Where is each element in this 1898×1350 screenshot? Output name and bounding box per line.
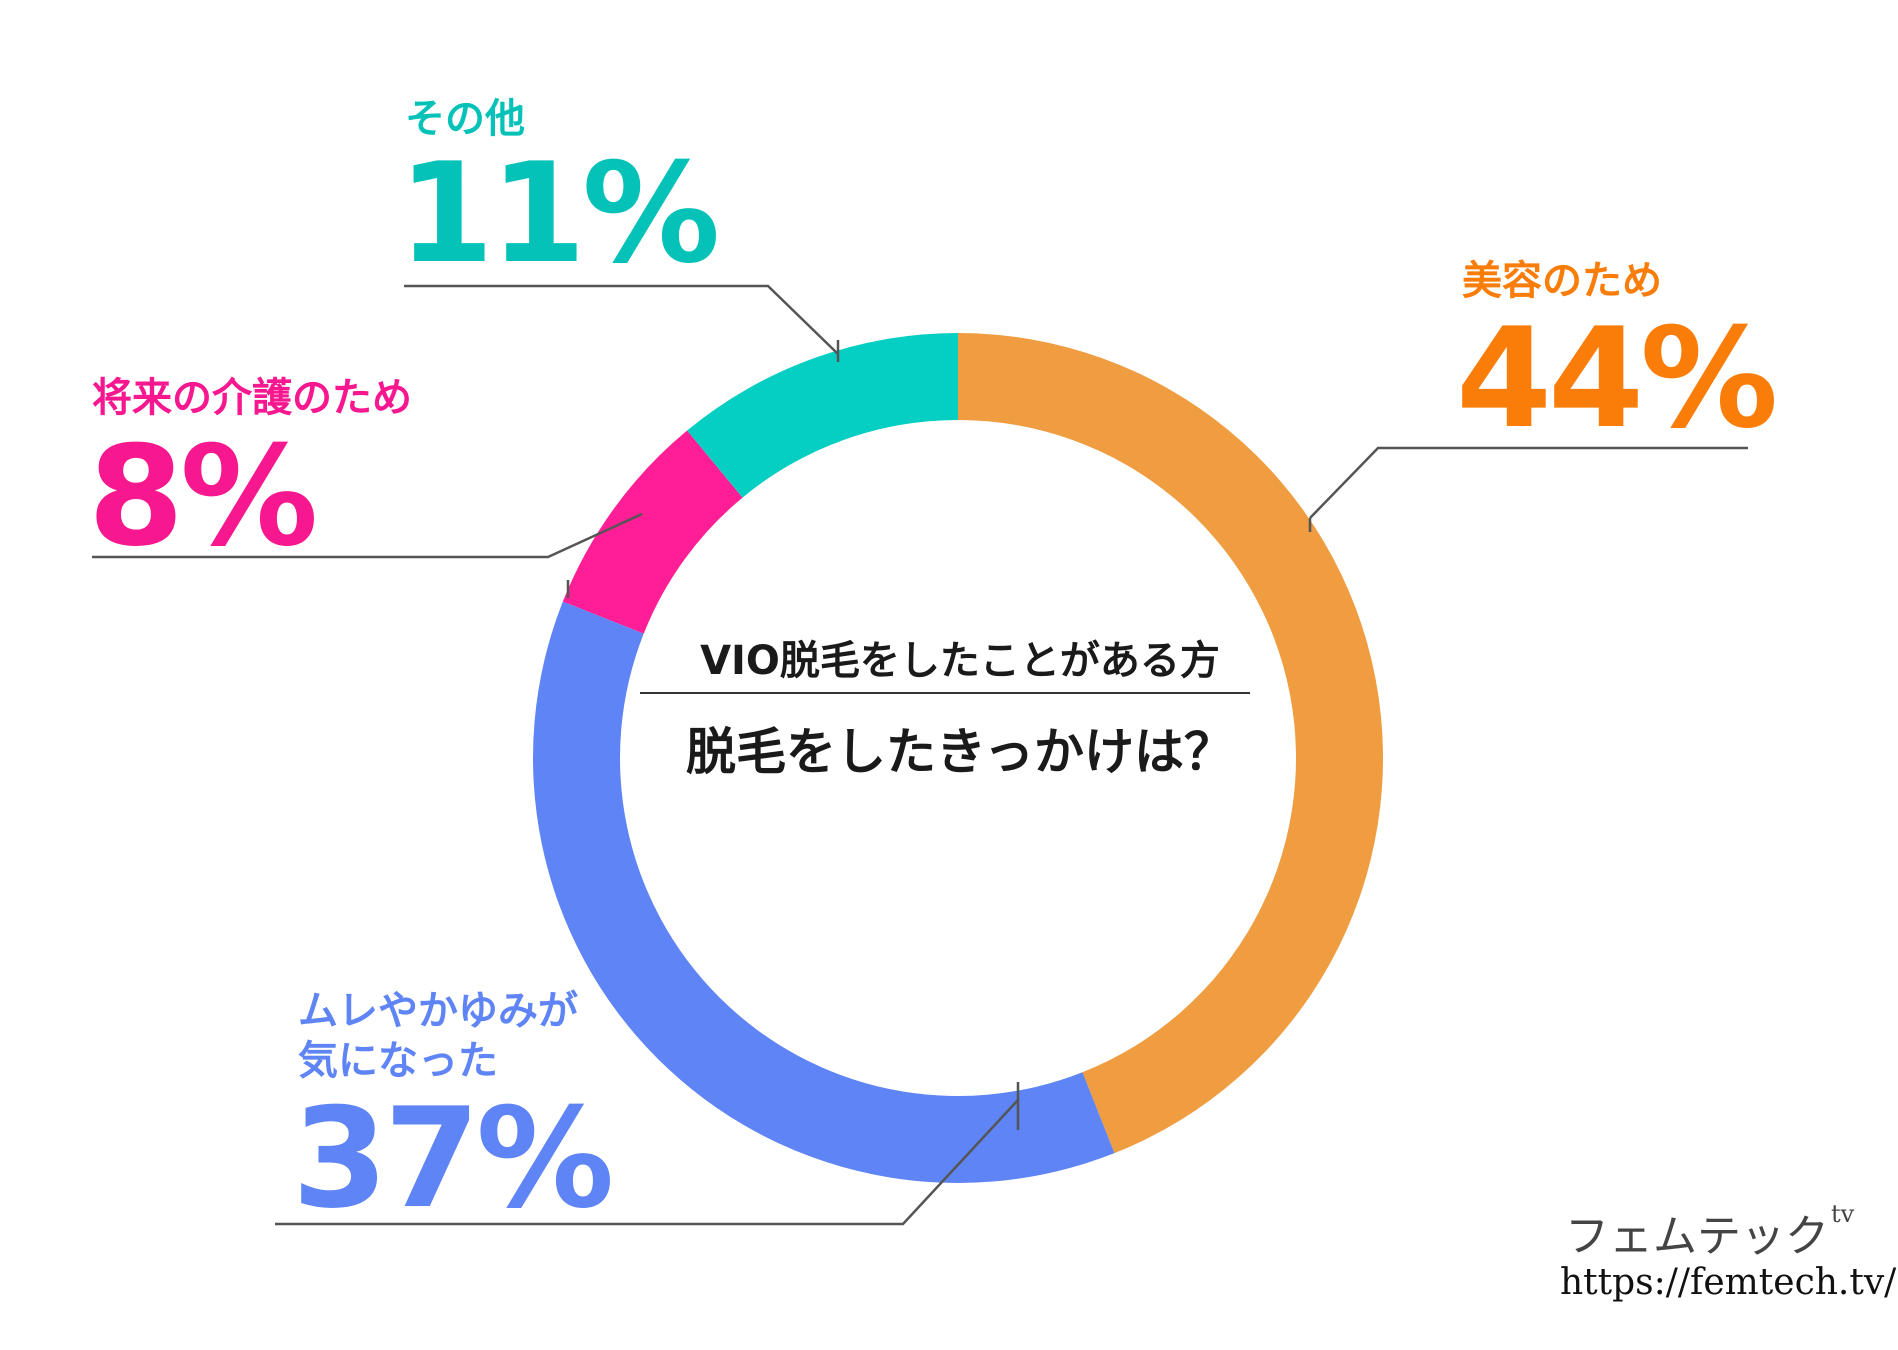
chart-title: VIO脱毛をしたことがある方	[700, 638, 1220, 684]
value-stuffiness: 37%	[292, 1078, 614, 1239]
label-stuffiness-line2: 気になった	[298, 1038, 498, 1084]
value-beauty: 44%	[1456, 298, 1778, 459]
leader-future-care	[92, 512, 643, 559]
slice-beauty	[958, 333, 1383, 1154]
leader-beauty	[1309, 446, 1748, 519]
brand-url: https://femtech.tv/	[1560, 1262, 1897, 1303]
chart-subtitle: 脱毛をしたきっかけは？	[686, 723, 1234, 781]
value-other: 11%	[398, 133, 720, 294]
slice-stuffiness	[533, 601, 1115, 1184]
label-other: その他	[405, 96, 525, 142]
title-divider	[640, 692, 1250, 694]
brand-name: フェムテック	[1565, 1211, 1829, 1262]
slice-future-care	[562, 430, 743, 634]
brand-suffix: tv	[1831, 1200, 1855, 1228]
label-stuffiness-line1: ムレやかゆみが	[298, 988, 578, 1034]
label-future-care: 将来の介護のため	[92, 375, 412, 421]
value-future-care: 8%	[88, 416, 318, 577]
label-beauty: 美容のため	[1462, 258, 1662, 304]
brand-logo: フェムテックtv	[1565, 1200, 1854, 1264]
slice-other	[687, 333, 958, 498]
leader-stuffiness	[275, 1099, 1019, 1226]
leader-other	[404, 284, 839, 355]
